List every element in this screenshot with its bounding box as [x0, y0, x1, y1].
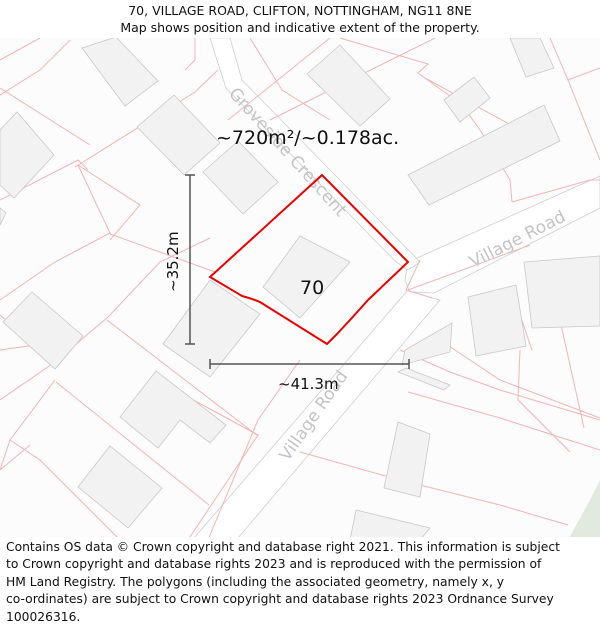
copyright-line: co-ordinates) are subject to Crown copyr… [6, 592, 554, 607]
map-subtitle: Map shows position and indicative extent… [120, 20, 480, 35]
width-measure-label: ~41.3m [278, 375, 339, 393]
copyright-notice: Contains OS data © Crown copyright and d… [6, 539, 596, 626]
height-measure-label: ~35.2m [164, 231, 182, 292]
village-road-south [194, 289, 441, 537]
green-area [569, 480, 600, 537]
map-header: 70, VILLAGE ROAD, CLIFTON, NOTTINGHAM, N… [0, 0, 600, 40]
property-boundary[interactable] [208, 173, 410, 346]
measure-lines [185, 174, 410, 369]
groveside-crescent-road [209, 38, 421, 271]
buildings [0, 38, 600, 537]
property-map[interactable]: Groveside Crescent Village Road Village … [0, 38, 600, 537]
plot-number: 70 [300, 277, 324, 299]
copyright-line: HM Land Registry. The polygons (includin… [6, 574, 505, 589]
property-address: 70, VILLAGE ROAD, CLIFTON, NOTTINGHAM, N… [128, 3, 472, 18]
copyright-line: to Crown copyright and database rights 2… [6, 557, 542, 572]
roads [194, 38, 600, 537]
area-label: ~720m²/~0.178ac. [216, 127, 399, 149]
copyright-line: Contains OS data © Crown copyright and d… [6, 540, 560, 554]
village-road-east [404, 175, 600, 294]
copyright-line: 100026316. [6, 609, 81, 624]
